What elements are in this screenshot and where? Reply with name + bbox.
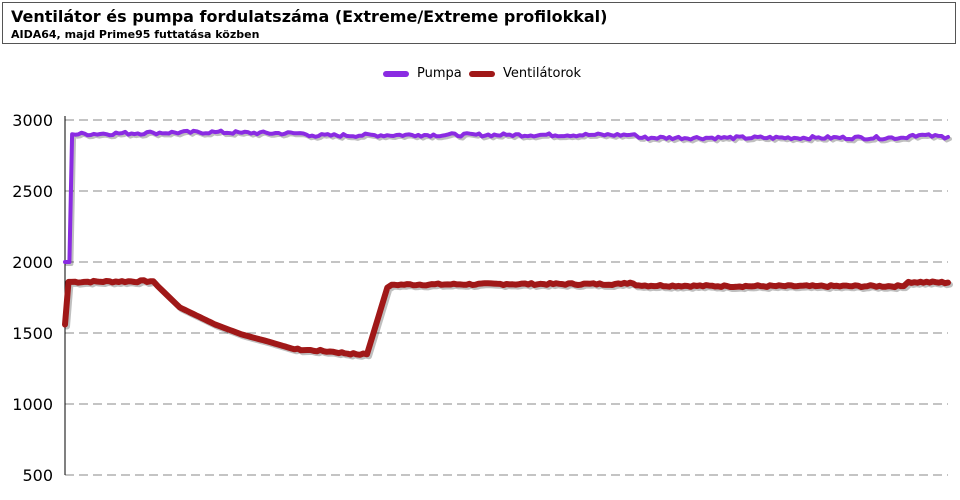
chart-title-box: Ventilátor és pumpa fordulatszáma (Extre… <box>2 2 956 44</box>
legend-swatch-pumpa <box>383 70 409 77</box>
legend: Pumpa Ventilátorok <box>0 66 960 86</box>
chart-title: Ventilátor és pumpa fordulatszáma (Extre… <box>11 7 608 26</box>
series-line-ventilatorok <box>62 277 951 358</box>
y-tick-label-2000: 2000 <box>12 253 53 272</box>
legend-item-pumpa: Pumpa <box>383 66 462 81</box>
legend-label-pumpa: Pumpa <box>417 66 462 81</box>
y-tick-label-3000: 3000 <box>12 111 53 130</box>
legend-swatch-ventilatorok <box>469 70 495 77</box>
chart-subtitle: AIDA64, majd Prime95 futtatása közben <box>11 28 260 41</box>
legend-label-ventilatorok: Ventilátorok <box>503 66 581 81</box>
series-line-pumpa <box>63 128 950 264</box>
y-tick-label-1000: 1000 <box>12 395 53 414</box>
series-line-pumpa-shadow <box>65 130 952 266</box>
y-tick-label-1500: 1500 <box>12 324 53 343</box>
y-tick-label-2500: 2500 <box>12 182 53 201</box>
y-tick-label-500: 500 <box>22 466 53 485</box>
legend-item-ventilatorok: Ventilátorok <box>469 66 581 81</box>
